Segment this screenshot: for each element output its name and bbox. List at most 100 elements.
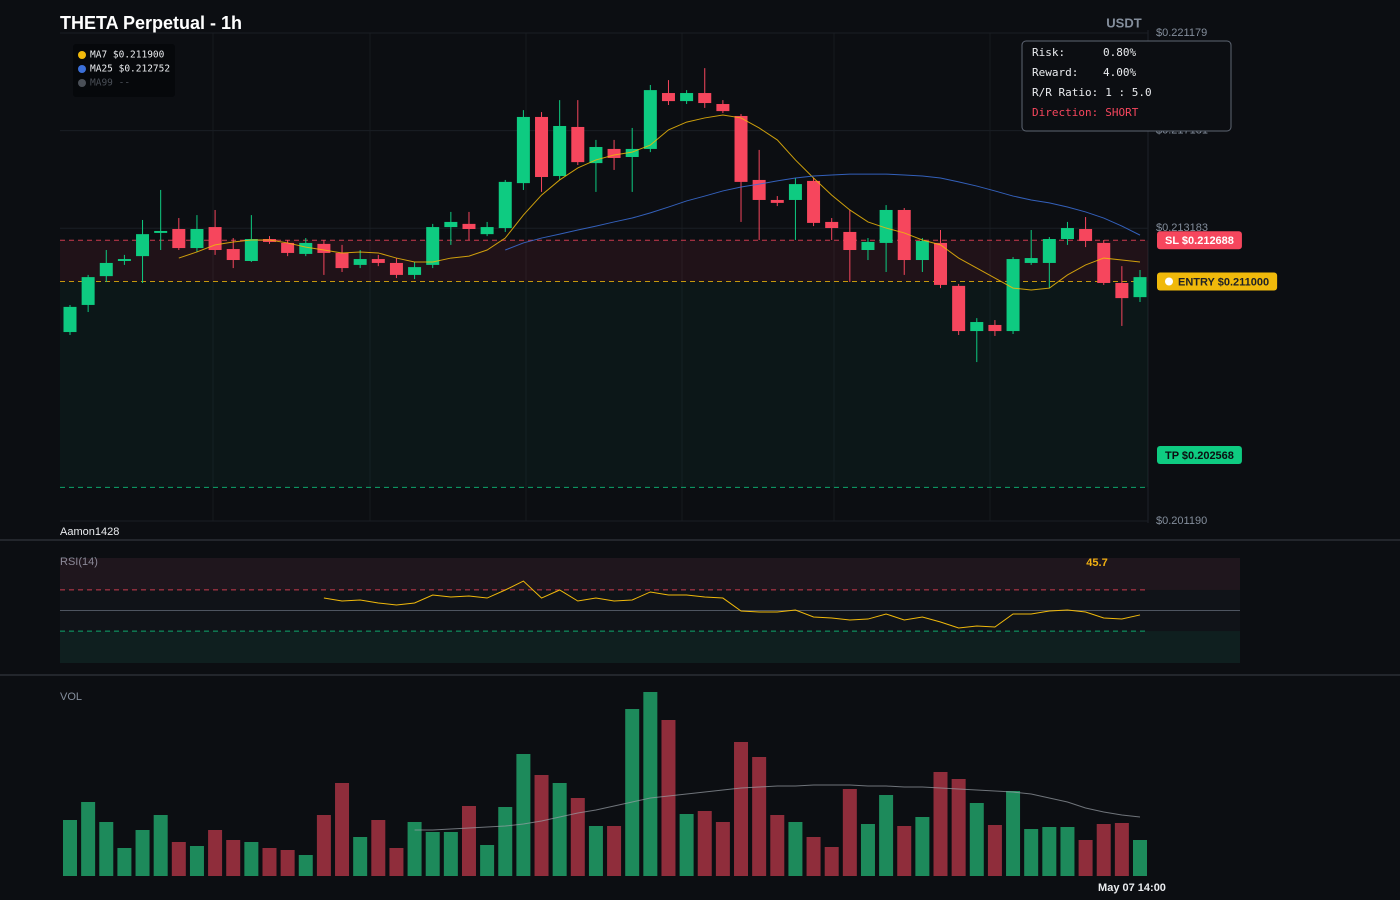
volume-bar xyxy=(1096,824,1111,876)
volume-bar xyxy=(1133,840,1147,876)
candle-body xyxy=(770,199,784,203)
candle-body xyxy=(970,322,984,332)
volume-bar xyxy=(1006,791,1021,876)
candle-body xyxy=(371,259,385,263)
candle-body xyxy=(861,241,875,251)
candle-body xyxy=(426,227,440,265)
candle-body xyxy=(934,242,948,285)
candle-body xyxy=(226,249,240,261)
volume-bar xyxy=(770,815,785,876)
volume-bar xyxy=(897,826,912,876)
legend-dot xyxy=(78,65,86,73)
level-tag-dot xyxy=(1165,277,1173,286)
moving-average-line xyxy=(178,114,1141,291)
trade-info xyxy=(1021,40,1232,132)
y-tick-label: $0.221179 xyxy=(1156,27,1207,39)
candle-body xyxy=(1060,228,1074,240)
ma-legend xyxy=(73,44,175,97)
volume-bar xyxy=(915,817,930,876)
candle-body xyxy=(571,126,585,163)
volume-bar xyxy=(697,811,712,876)
candle-body xyxy=(788,184,802,200)
volume-bar xyxy=(171,842,186,876)
candle-body xyxy=(389,262,403,275)
volume-title: VOL xyxy=(60,691,82,703)
volume-bar xyxy=(679,814,694,876)
volume-bar xyxy=(353,837,368,876)
volume-bar xyxy=(588,826,603,876)
volume-bar xyxy=(316,815,331,876)
volume-bar xyxy=(407,822,422,876)
volume-bar xyxy=(81,802,96,876)
volume-bar xyxy=(824,847,839,876)
info-label: Direction: xyxy=(1032,106,1098,119)
volume-bar xyxy=(933,772,948,876)
candle-body xyxy=(716,104,730,112)
candle-body xyxy=(1097,242,1111,283)
volume-bar xyxy=(498,807,513,876)
candle-body xyxy=(480,227,494,235)
candle-body xyxy=(281,242,295,253)
candle-body xyxy=(535,116,549,178)
candle-body xyxy=(952,285,966,332)
candle-body xyxy=(825,221,839,229)
level-tag: TP $0.202568 xyxy=(1157,446,1242,464)
rsi-value: 45.7 xyxy=(1086,557,1107,569)
candle-body xyxy=(244,239,258,261)
volume-bar xyxy=(516,754,531,876)
volume-bar xyxy=(480,845,495,876)
volume-bar xyxy=(99,822,114,876)
rsi-zone xyxy=(60,631,1240,663)
moving-average-line xyxy=(505,173,1141,251)
volume-bar xyxy=(1060,827,1075,876)
legend-dot xyxy=(78,51,86,59)
volume-bar xyxy=(335,783,350,876)
candle-body xyxy=(553,125,567,177)
volume-bar xyxy=(425,832,440,876)
candle-body xyxy=(408,267,422,275)
volume-bar xyxy=(226,840,241,876)
chart-title: THETA Perpetual - 1h xyxy=(60,13,242,33)
candle-body xyxy=(172,229,186,249)
volume-bar xyxy=(752,757,767,876)
volume-bar xyxy=(969,803,984,876)
level-tag: SL $0.212688 xyxy=(1157,231,1242,250)
level-tag: ENTRY $0.211000 xyxy=(1157,272,1278,291)
candle-body xyxy=(1042,239,1056,263)
level-tag-bg xyxy=(1157,231,1242,250)
candle-body xyxy=(462,223,476,230)
level-tag-bg xyxy=(1157,446,1242,464)
volume-bar xyxy=(552,783,567,876)
volume-bar xyxy=(189,846,204,876)
volume-bar xyxy=(806,837,821,876)
volume-bar xyxy=(1024,829,1039,876)
level-tag-label: ENTRY $0.211000 xyxy=(1178,276,1269,288)
volume-bar xyxy=(715,822,730,876)
y-tick-label: $0.213183 xyxy=(1156,222,1208,234)
info-value: SHORT xyxy=(1105,106,1138,119)
volume-bar xyxy=(842,789,857,876)
volume-bar xyxy=(643,692,658,876)
level-zone xyxy=(60,240,1148,282)
candle-body xyxy=(680,93,694,102)
legend-dot xyxy=(78,79,86,87)
volume-bar xyxy=(534,775,549,876)
legend-label: MA7 $0.211900 xyxy=(90,50,165,61)
volume-bar xyxy=(244,842,259,876)
candle-body xyxy=(843,231,857,251)
volume-bar xyxy=(280,850,295,876)
candle-body xyxy=(154,230,168,233)
info-label: R/R Ratio: xyxy=(1032,86,1098,99)
candle-body xyxy=(117,259,131,261)
volume-bar xyxy=(135,830,150,876)
volume-bar xyxy=(371,820,386,876)
candle-body xyxy=(625,148,639,157)
volume-bar xyxy=(860,824,875,876)
volume-bar xyxy=(153,815,168,876)
candle-body xyxy=(661,93,675,102)
candle-body xyxy=(1133,277,1147,298)
candle-body xyxy=(879,209,893,243)
info-value: 4.00% xyxy=(1103,66,1136,79)
candle-body xyxy=(498,181,512,229)
candle-body xyxy=(136,234,150,257)
